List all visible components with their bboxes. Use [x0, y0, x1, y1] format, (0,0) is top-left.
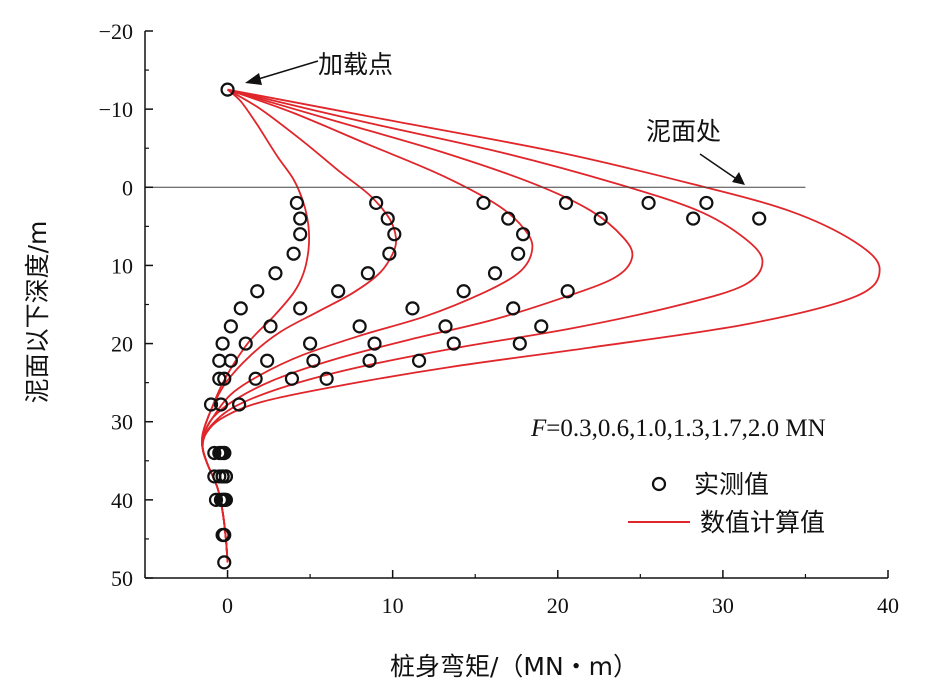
legend-measured-label: 实测值 [694, 470, 769, 499]
measured-point [306, 353, 321, 368]
measured-point [212, 353, 227, 368]
legend-computed-label: 数值计算值 [700, 508, 825, 537]
measured-point [293, 211, 308, 226]
measured-point [456, 284, 471, 299]
measured-point [208, 492, 224, 507]
load-point-arrowhead [245, 73, 262, 85]
measured-point [293, 227, 308, 242]
y-tick-label: 0 [122, 175, 133, 200]
measured-point [686, 211, 701, 226]
x-tick-label: 30 [712, 593, 734, 618]
y-tick-label: 40 [111, 488, 133, 513]
measured-point [438, 319, 453, 334]
measured-point [331, 284, 346, 299]
load-point-arrow-line [254, 60, 319, 81]
legend: 实测值 数值计算值 [628, 470, 825, 537]
measured-point [217, 555, 232, 570]
measured-point [217, 492, 232, 507]
measured-point [207, 445, 222, 461]
measured-point [558, 195, 574, 211]
computed-curve-F2 [201, 88, 881, 563]
measured-point [215, 469, 230, 484]
load-note-symbol: F [530, 415, 547, 442]
measured-point [232, 397, 247, 412]
measured-point [382, 246, 397, 261]
measured-point [352, 319, 367, 334]
measured-point [215, 336, 230, 351]
measured-point [362, 353, 377, 368]
measured-point [303, 336, 318, 351]
measured-point [238, 336, 253, 351]
load-note-values: =0.3,0.6,1.0,1.3,1.7,2.0 MN [546, 415, 825, 442]
measured-point [506, 301, 521, 316]
measured-point [268, 266, 283, 281]
computed-curve-F1.7 [201, 88, 764, 563]
measured-point [319, 371, 334, 386]
load-point-label: 加载点 [318, 50, 393, 79]
computed-curves [200, 88, 881, 563]
measured-point [284, 371, 300, 386]
measured-point [213, 397, 229, 412]
mudline-arrowhead [732, 172, 745, 185]
measured-point [223, 353, 238, 368]
measured-point [380, 211, 395, 226]
measured-point [387, 227, 402, 242]
y-tick-label: −20 [99, 19, 133, 44]
measured-point [699, 195, 714, 211]
measured-point [260, 353, 275, 368]
x-tick-label: 40 [877, 593, 899, 618]
x-tick-label: 10 [382, 593, 404, 618]
legend-measured-marker [651, 476, 667, 492]
y-tick-label: 20 [111, 332, 133, 357]
measured-point [534, 319, 549, 334]
measured-point [286, 246, 301, 261]
load-note: F=0.3,0.6,1.0,1.3,1.7,2.0 MN [530, 415, 826, 442]
measured-point [217, 445, 232, 461]
measured-point [511, 246, 526, 261]
y-axis-title: 泥面以下深度/m [23, 221, 52, 404]
measured-point [250, 284, 265, 299]
measured-point [641, 195, 656, 211]
axes: −20 −10 0 10 20 30 40 50 0 10 20 30 40 [99, 19, 899, 618]
measured-point [223, 319, 238, 334]
measured-point [369, 195, 384, 211]
measured-markers [203, 82, 767, 570]
measured-point [512, 336, 527, 351]
measured-point [593, 211, 608, 226]
measured-point [487, 266, 503, 281]
measured-point [411, 353, 427, 368]
measured-point [560, 284, 575, 299]
measured-point [446, 336, 461, 351]
y-tick-label: 10 [111, 253, 133, 278]
measured-point [212, 371, 227, 386]
measured-point [501, 211, 516, 226]
measured-point [233, 301, 248, 316]
measured-point [203, 397, 219, 412]
measured-point [360, 266, 375, 281]
computed-curve-F1 [201, 88, 534, 563]
measured-point [289, 195, 305, 211]
y-tick-label: −10 [99, 97, 133, 122]
x-tick-label: 20 [547, 593, 569, 618]
measured-point [248, 371, 263, 386]
measured-point [217, 527, 232, 543]
measured-point [220, 82, 235, 97]
y-tick-label: 30 [111, 410, 133, 435]
mudline-label: 泥面处 [646, 117, 721, 146]
measured-point [217, 371, 232, 386]
measured-point [263, 319, 278, 334]
x-axis-title: 桩身弯矩/（MN・m） [390, 652, 638, 681]
measured-point [293, 301, 308, 316]
x-tick-label: 0 [222, 593, 233, 618]
measured-point [752, 211, 767, 226]
measured-point [405, 301, 420, 316]
mudline-arrow-line [699, 153, 739, 181]
measured-point [367, 336, 382, 351]
y-tick-label: 50 [111, 566, 133, 591]
measured-point [516, 227, 531, 242]
measured-point [476, 195, 491, 211]
